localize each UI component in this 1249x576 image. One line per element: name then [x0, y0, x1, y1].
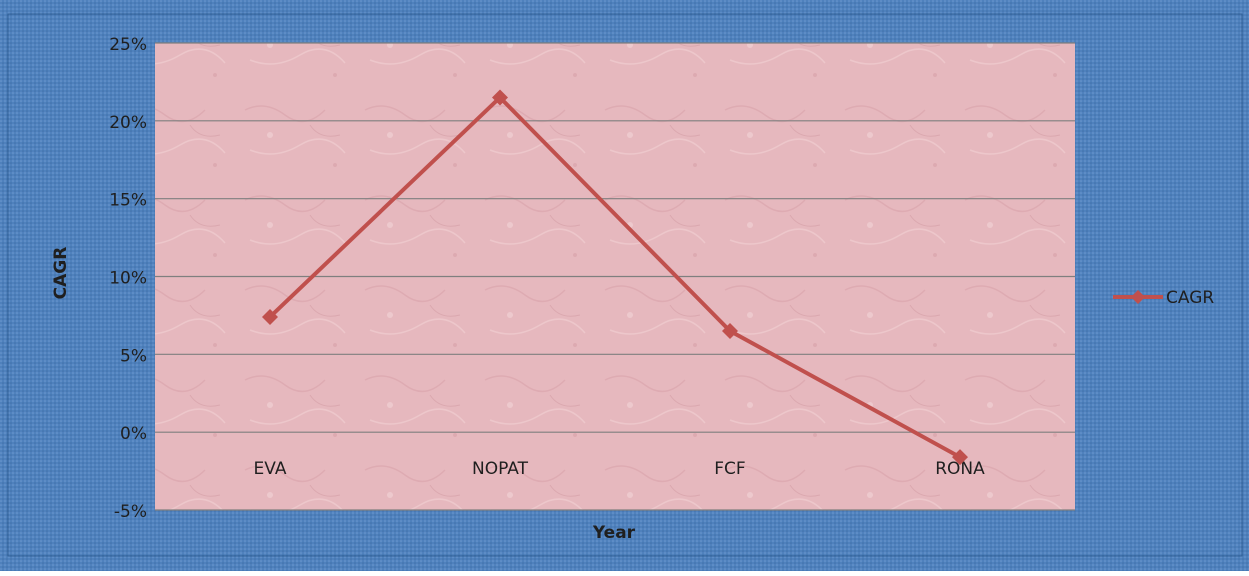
x-axis-title: Year — [592, 523, 636, 543]
y-tick-label: 20% — [109, 113, 147, 133]
legend-marker — [1131, 290, 1145, 304]
y-tick-label: 0% — [120, 424, 147, 444]
gridlines — [155, 42, 1075, 511]
y-axis-title: CAGR — [51, 247, 71, 300]
series-line — [268, 95, 961, 459]
x-tick-label: NOPAT — [472, 459, 529, 479]
legend-label: CAGR — [1166, 288, 1214, 308]
x-tick-label: RONA — [935, 459, 985, 479]
y-tick-label: 5% — [120, 346, 147, 366]
data-point-marker — [492, 89, 508, 106]
y-tick-label: 10% — [109, 269, 147, 289]
y-axis-tick-labels: -5% 0% 5% 10% 15% 20% 25% — [109, 35, 147, 522]
chart-area-border — [7, 13, 1243, 557]
y-tick-label: 15% — [109, 191, 147, 211]
y-tick-label: -5% — [114, 502, 147, 522]
x-tick-label: EVA — [254, 459, 287, 479]
x-tick-label: FCF — [714, 459, 745, 479]
data-point-marker — [722, 322, 738, 339]
data-point-marker — [952, 449, 968, 466]
legend: CAGR — [1113, 288, 1214, 308]
y-tick-label: 25% — [109, 35, 147, 55]
x-axis-tick-labels: EVA NOPAT FCF RONA — [254, 459, 986, 479]
data-point-marker — [262, 308, 278, 325]
series-layer — [262, 89, 968, 466]
